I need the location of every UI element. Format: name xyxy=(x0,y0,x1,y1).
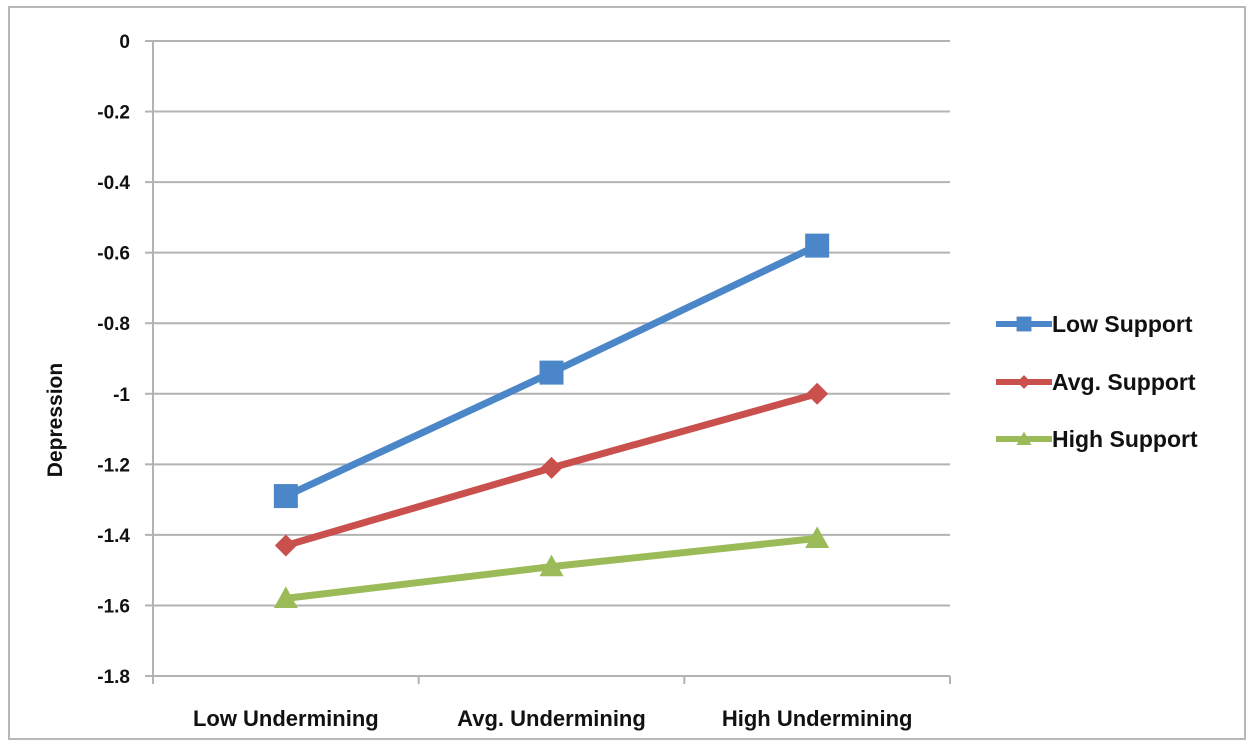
legend-item: Low Support xyxy=(996,311,1193,337)
data-point xyxy=(273,586,298,608)
x-tick-label: Avg. Undermining xyxy=(457,706,646,731)
y-tick-label: -1.6 xyxy=(97,596,130,617)
legend-label: Avg. Support xyxy=(1052,369,1196,395)
y-tick-label: -0.8 xyxy=(97,314,130,335)
data-point xyxy=(273,484,298,509)
series xyxy=(273,233,830,608)
legend-label: High Support xyxy=(1052,426,1198,452)
y-tick-label: -0.4 xyxy=(97,173,130,194)
data-point xyxy=(539,360,564,385)
legend-item: High Support xyxy=(996,426,1198,452)
x-tick-label: High Undermining xyxy=(722,706,913,731)
y-tick-label: -0.6 xyxy=(97,244,130,265)
y-tick-labels: 0 -0.2 -0.4 -0.6 -0.8 -1 -1.2 -1.4 -1.6 -1.8 xyxy=(97,32,130,688)
y-tick-label: -1 xyxy=(113,385,130,406)
data-point xyxy=(274,534,297,557)
gridlines xyxy=(153,40,950,607)
legend-label: Low Support xyxy=(1052,311,1193,337)
legend-marker xyxy=(1016,316,1032,332)
y-tick-label: -0.2 xyxy=(97,103,130,124)
legend-marker xyxy=(1016,431,1032,445)
series-avg-support xyxy=(274,382,829,557)
y-tick-label: 0 xyxy=(119,32,130,53)
y-tick-label: -1.2 xyxy=(97,455,130,476)
series-low-support xyxy=(273,233,830,509)
x-tick-labels: Low Undermining Avg. Undermining High Unde… xyxy=(193,706,913,731)
series-high-support xyxy=(273,526,830,608)
legend-item: Avg. Support xyxy=(996,369,1196,395)
data-point xyxy=(539,554,564,577)
data-point xyxy=(806,382,829,405)
x-tick-label: Low Undermining xyxy=(193,706,379,731)
data-point xyxy=(805,233,830,258)
legend: Low Support Avg. Support High Support xyxy=(996,311,1198,452)
y-tick-label: -1.8 xyxy=(97,667,130,688)
y-tick-label: -1.4 xyxy=(97,526,130,547)
data-point xyxy=(540,456,563,479)
chart-frame xyxy=(8,6,1246,740)
axes xyxy=(145,40,951,684)
y-axis-title: Depression xyxy=(44,363,67,477)
data-point xyxy=(805,526,830,549)
legend-marker xyxy=(1017,375,1031,389)
